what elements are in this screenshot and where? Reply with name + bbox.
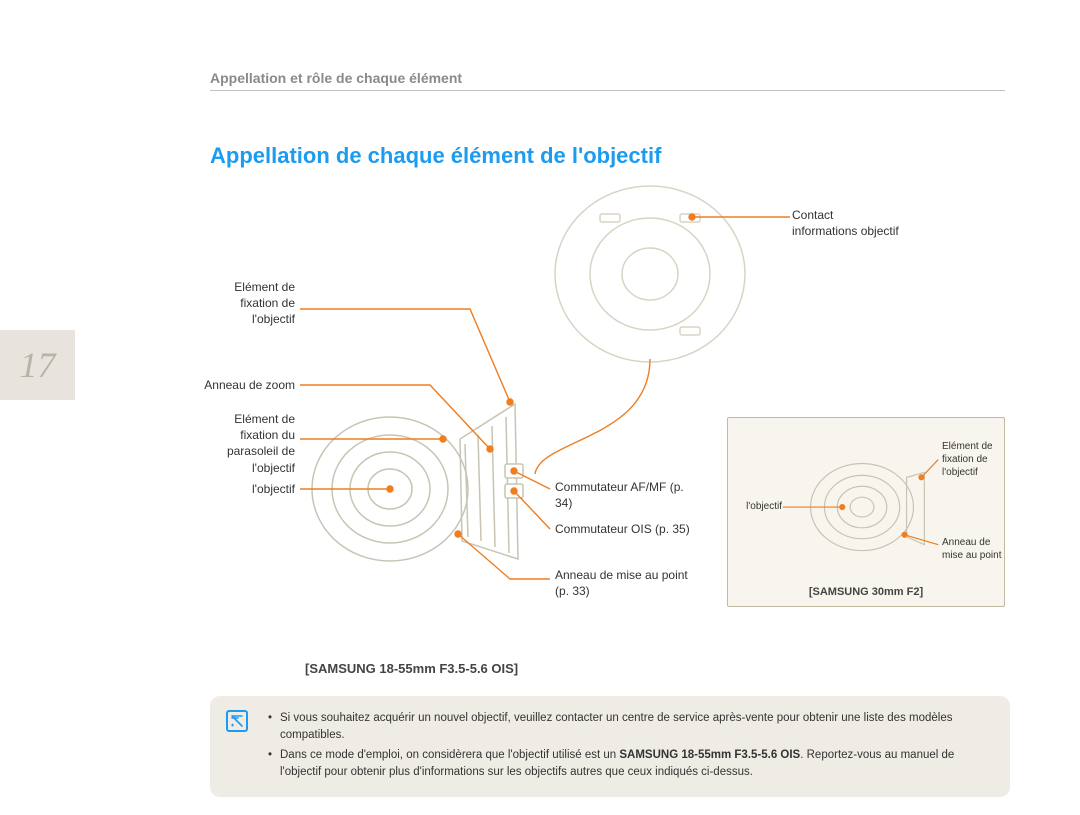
label-contact-info: Contact informations objectif	[792, 207, 902, 239]
page-number: 17	[20, 344, 56, 386]
breadcrumb: Appellation et rôle de chaque élément	[210, 70, 1005, 91]
note-text: Dans ce mode d'emploi, on considèrera qu…	[280, 749, 619, 761]
label-anneau-mise-point: Anneau de mise au point (p. 33)	[555, 567, 695, 599]
inset-caption: [SAMSUNG 30mm F2]	[728, 586, 1004, 598]
label-fixation-parasoleil: Elément de fixation du parasoleil de l'o…	[205, 411, 295, 476]
inset-label-objectif: l'objectif	[736, 500, 782, 513]
inset-diagram: l'objectif Elément de fixation de l'obje…	[727, 417, 1005, 607]
main-diagram: Contact informations objectif Elément de…	[210, 179, 1005, 659]
note-text: Si vous souhaitez acquérir un nouvel obj…	[280, 712, 953, 741]
label-commutateur-ois: Commutateur OIS (p. 35)	[555, 521, 695, 537]
label-fixation-objectif: Elément de fixation de l'objectif	[210, 279, 295, 328]
note-item: Dans ce mode d'emploi, on considèrera qu…	[268, 747, 992, 782]
note-icon	[226, 710, 248, 732]
label-anneau-zoom: Anneau de zoom	[175, 377, 295, 393]
label-commutateur-afmf: Commutateur AF/MF (p. 34)	[555, 479, 695, 511]
note-bold: SAMSUNG 18-55mm F3.5-5.6 OIS	[619, 749, 800, 761]
section-title: Appellation de chaque élément de l'objec…	[210, 143, 1020, 169]
label-objectif: l'objectif	[205, 481, 295, 497]
page-content: Appellation et rôle de chaque élément Ap…	[210, 70, 1020, 797]
note-box: Si vous souhaitez acquérir un nouvel obj…	[210, 696, 1010, 797]
inset-label-anneau: Anneau de mise au point	[942, 536, 1004, 562]
main-caption: [SAMSUNG 18-55mm F3.5-5.6 OIS]	[305, 661, 1020, 676]
note-item: Si vous souhaitez acquérir un nouvel obj…	[268, 710, 992, 745]
note-list: Si vous souhaitez acquérir un nouvel obj…	[268, 710, 992, 781]
page-number-tab: 17	[0, 330, 75, 400]
inset-label-fixation: Elément de fixation de l'objectif	[942, 440, 1002, 479]
